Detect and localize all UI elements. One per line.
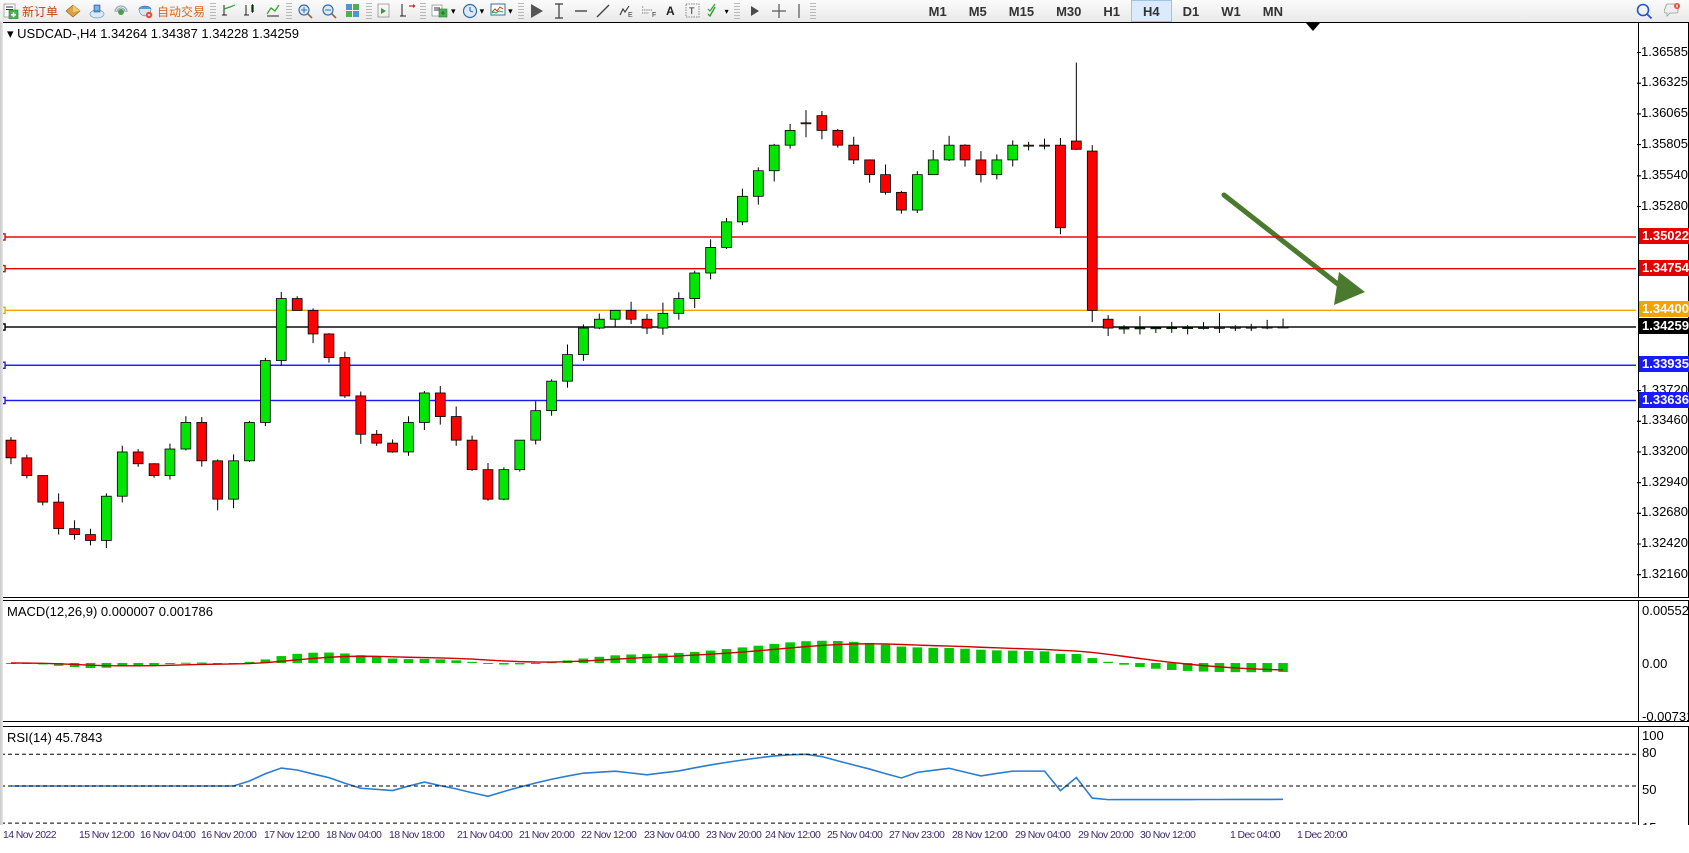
svg-text:E: E xyxy=(628,12,633,19)
svg-text:A: A xyxy=(666,4,675,18)
svg-text:T: T xyxy=(689,6,695,16)
svg-text:F: F xyxy=(652,12,656,19)
